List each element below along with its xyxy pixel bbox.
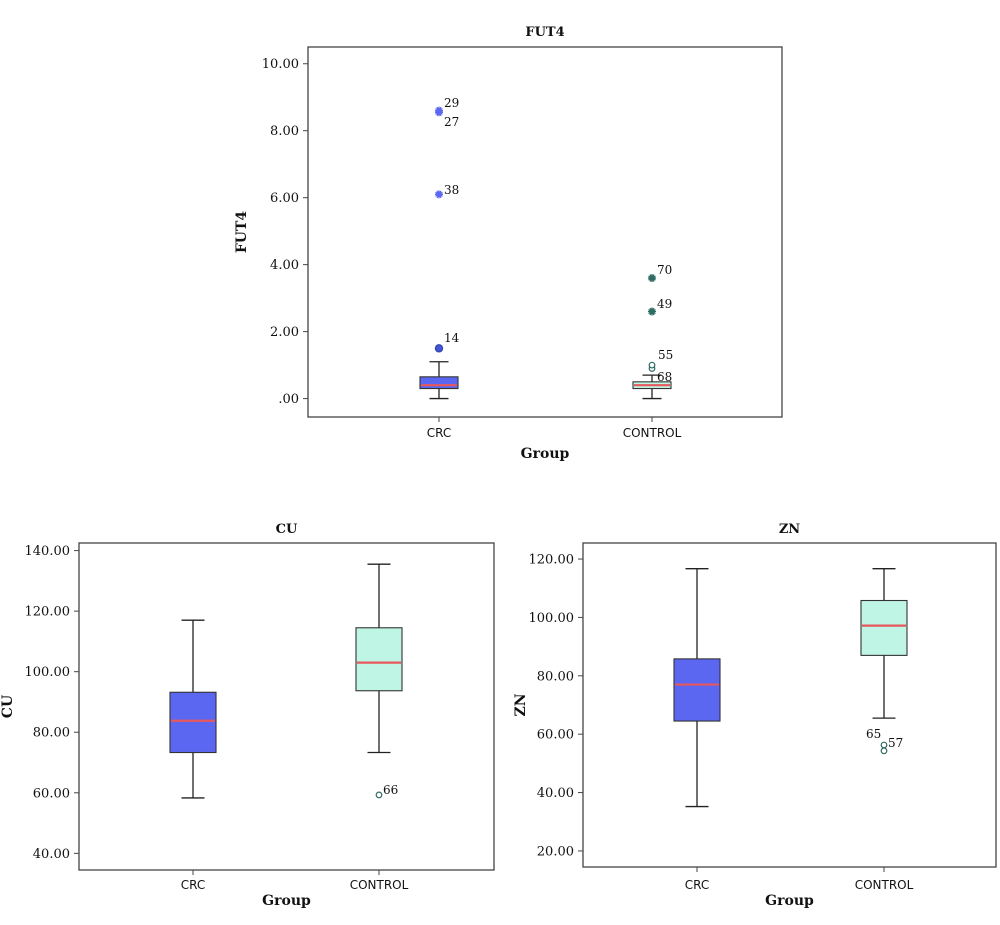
y-tick-label: 120.00 <box>25 605 71 620</box>
outlier-label: 29 <box>444 96 459 110</box>
y-tick-label: 4.00 <box>270 258 299 273</box>
outlier-label: 70 <box>657 263 672 277</box>
outlier-label: 27 <box>444 115 459 129</box>
chart-title: FUT4 <box>525 25 564 40</box>
chart-fut4: FUT4 Group FUT4 .00 2.00 4.00 6.00 8.00 10.00 CRC… <box>234 25 783 462</box>
chart-title: ZN <box>779 522 800 537</box>
chart-cu: CU Group CU 40.00 60.00 80.00 100.00 120.00 140.… <box>0 522 495 909</box>
y-tick-label: 40.00 <box>537 786 574 801</box>
outlier-extreme-star <box>435 106 443 115</box>
x-axis-label: Group <box>262 893 311 909</box>
y-tick-label: 140.00 <box>25 544 71 559</box>
y-axis-label: CU <box>0 695 16 718</box>
x-tick-label: CRC <box>181 878 206 892</box>
y-tick-label: 20.00 <box>537 844 574 859</box>
y-tick-label: 40.00 <box>33 847 70 862</box>
x-tick-label: CONTROL <box>623 426 682 440</box>
outlier-label: 49 <box>657 297 672 311</box>
box-control <box>860 599 908 656</box>
y-tick-label: 2.00 <box>270 325 299 340</box>
y-tick-label: 120.00 <box>529 553 575 568</box>
outlier-circle <box>434 344 444 353</box>
y-tick-label: 80.00 <box>33 726 70 741</box>
y-tick-label: 100.00 <box>25 665 71 680</box>
x-tick-label: CRC <box>685 878 710 892</box>
y-tick-label: 100.00 <box>529 611 575 626</box>
y-tick-label: 60.00 <box>537 728 574 743</box>
outlier-label: 57 <box>888 736 903 750</box>
outlier-circle <box>880 741 888 749</box>
box-crc <box>673 658 721 722</box>
y-tick-label: 80.00 <box>537 669 574 684</box>
box-control <box>355 627 403 692</box>
outlier-extreme-star <box>648 307 656 316</box>
y-axis-label: FUT4 <box>234 211 250 254</box>
x-tick-label: CRC <box>427 426 452 440</box>
outlier-label: 55 <box>658 348 673 362</box>
outlier-label: 68 <box>657 370 672 384</box>
y-axis-label: ZN <box>513 693 529 716</box>
plot-frame <box>307 46 783 418</box>
chart-title: CU <box>276 522 298 537</box>
box-crc <box>169 691 217 754</box>
outlier-circle <box>375 791 383 799</box>
outlier-label: 38 <box>444 183 459 197</box>
plot-frame <box>582 542 997 868</box>
plot-frame <box>78 542 495 871</box>
outlier-extreme-star <box>435 190 443 199</box>
y-tick-label: 8.00 <box>270 124 299 139</box>
x-tick-label: CONTROL <box>855 878 914 892</box>
outlier-label: 14 <box>444 331 460 345</box>
box-crc <box>419 376 459 390</box>
y-tick-label: 60.00 <box>33 786 70 801</box>
outlier-circle <box>880 747 888 755</box>
x-axis-label: Group <box>765 893 814 909</box>
y-tick-label: 10.00 <box>262 57 299 72</box>
outlier-circle <box>648 361 656 369</box>
y-tick-label: 6.00 <box>270 191 299 206</box>
y-tick-label: .00 <box>278 392 299 407</box>
chart-zn: ZN Group ZN 20.00 40.00 60.00 80.00 100.00 120.0… <box>513 522 997 909</box>
outlier-extreme-star <box>648 274 656 283</box>
x-tick-label: CONTROL <box>350 878 409 892</box>
outlier-label: 65 <box>866 727 881 741</box>
outlier-label: 66 <box>383 783 398 797</box>
x-axis-label: Group <box>521 446 570 462</box>
